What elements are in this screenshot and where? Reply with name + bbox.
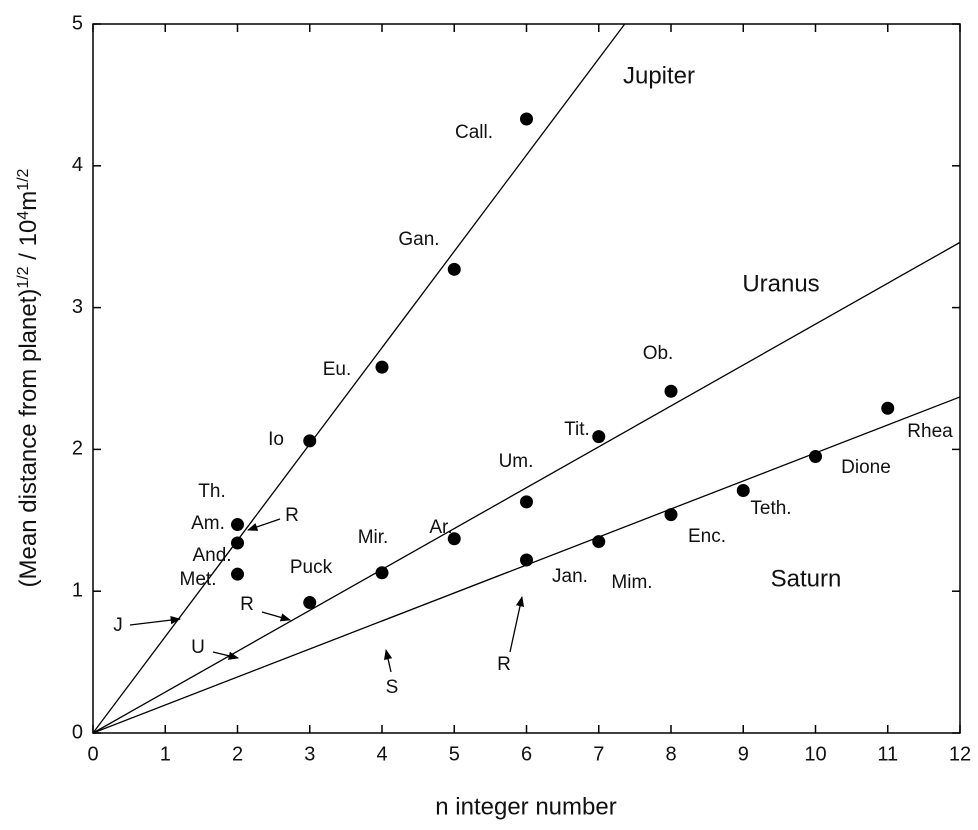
moon-point: [520, 495, 533, 509]
point-label: Mir.: [358, 527, 389, 548]
superscript: 1/2: [15, 168, 32, 190]
annotation-arrow: [212, 651, 240, 660]
line-label: Jupiter: [623, 62, 695, 89]
point-label: Puck: [290, 557, 333, 578]
fit-line: [92, 241, 961, 734]
annotation: Met.: [180, 569, 217, 590]
moon-point: [447, 532, 461, 546]
moon-point: [231, 518, 244, 532]
point-label: Dione: [841, 457, 891, 478]
x-tick-label: 8: [665, 743, 676, 765]
y-tick-label: 2: [72, 438, 83, 460]
x-axis-label: n integer number: [435, 793, 616, 820]
x-tick-label: 7: [593, 743, 604, 765]
moon-point: [664, 508, 678, 522]
point-label: Call.: [455, 122, 493, 143]
moon-point: [375, 566, 389, 580]
x-tick-label: 9: [738, 743, 749, 765]
y-tick-label: 3: [72, 296, 83, 318]
annotation-arrow: [129, 615, 182, 626]
annotation-arrow: [384, 648, 393, 673]
moon-point: [520, 553, 533, 567]
annotation: R: [285, 505, 299, 526]
line-label: Uranus: [742, 270, 819, 297]
x-tick-label: 10: [804, 743, 826, 765]
annotation: S: [386, 677, 399, 698]
moon-point: [375, 360, 389, 374]
moon-point: [664, 384, 678, 398]
x-tick-label: 0: [87, 743, 98, 765]
annotation-arrow: [247, 518, 281, 531]
moon-point: [303, 596, 317, 610]
point-label: And.: [192, 545, 231, 566]
point-label: Mim.: [611, 572, 652, 593]
point-label: Rhea: [907, 421, 953, 442]
annotation-arrow: [261, 611, 291, 622]
annotation: R: [497, 654, 511, 675]
point-label: Io: [268, 429, 284, 450]
moon-point: [231, 567, 244, 581]
line-label: Saturn: [771, 565, 842, 592]
point-label: Um.: [499, 451, 534, 472]
moon-point: [231, 536, 244, 550]
point-label: Jan.: [552, 566, 588, 587]
label-part: / 10: [15, 220, 42, 267]
point-label: Enc.: [688, 526, 726, 547]
x-tick-label: 3: [304, 743, 315, 765]
moon-point: [592, 535, 606, 549]
moon-point: [881, 401, 895, 415]
point-label: Am.: [191, 513, 225, 534]
y-tick-label: 1: [72, 579, 83, 601]
x-tick-label: 1: [160, 743, 171, 765]
plot-frame: [92, 23, 961, 734]
label-part: m: [15, 191, 42, 211]
point-label: Gan.: [398, 229, 439, 250]
label-part: (Mean distance from planet): [15, 289, 42, 588]
y-tick-label: 4: [72, 154, 83, 176]
x-tick-label: 2: [232, 743, 243, 765]
moon-point: [736, 484, 750, 498]
point-label: Th.: [198, 481, 225, 502]
moon-point: [592, 430, 606, 444]
x-tick-label: 12: [949, 743, 971, 765]
moon-point: [447, 262, 461, 276]
y-tick-label: 5: [72, 12, 83, 34]
x-tick-label: 4: [376, 743, 387, 765]
point-label: Ar.: [429, 517, 452, 538]
point-label: Ob.: [643, 343, 674, 364]
superscript: 1/2: [15, 266, 32, 288]
fit-line: [92, 23, 626, 734]
point-label: Tit.: [564, 419, 590, 440]
point-label: Teth.: [750, 498, 791, 519]
x-tick-label: 11: [877, 743, 898, 765]
annotation-arrow: [509, 595, 525, 653]
moon-point: [520, 112, 533, 126]
y-tick-label: 0: [72, 721, 83, 743]
annotation: R: [240, 594, 254, 615]
annotation: J: [113, 615, 123, 636]
x-tick-label: 5: [449, 743, 460, 765]
moon-point: [809, 449, 822, 463]
x-tick-label: 6: [521, 743, 532, 765]
superscript: 4: [15, 211, 32, 220]
point-label: Eu.: [323, 359, 352, 380]
moon-point: [303, 434, 317, 448]
y-axis-label: (Mean distance from planet)1/2 / 104m1/2: [15, 168, 43, 587]
annotation: U: [191, 637, 205, 658]
